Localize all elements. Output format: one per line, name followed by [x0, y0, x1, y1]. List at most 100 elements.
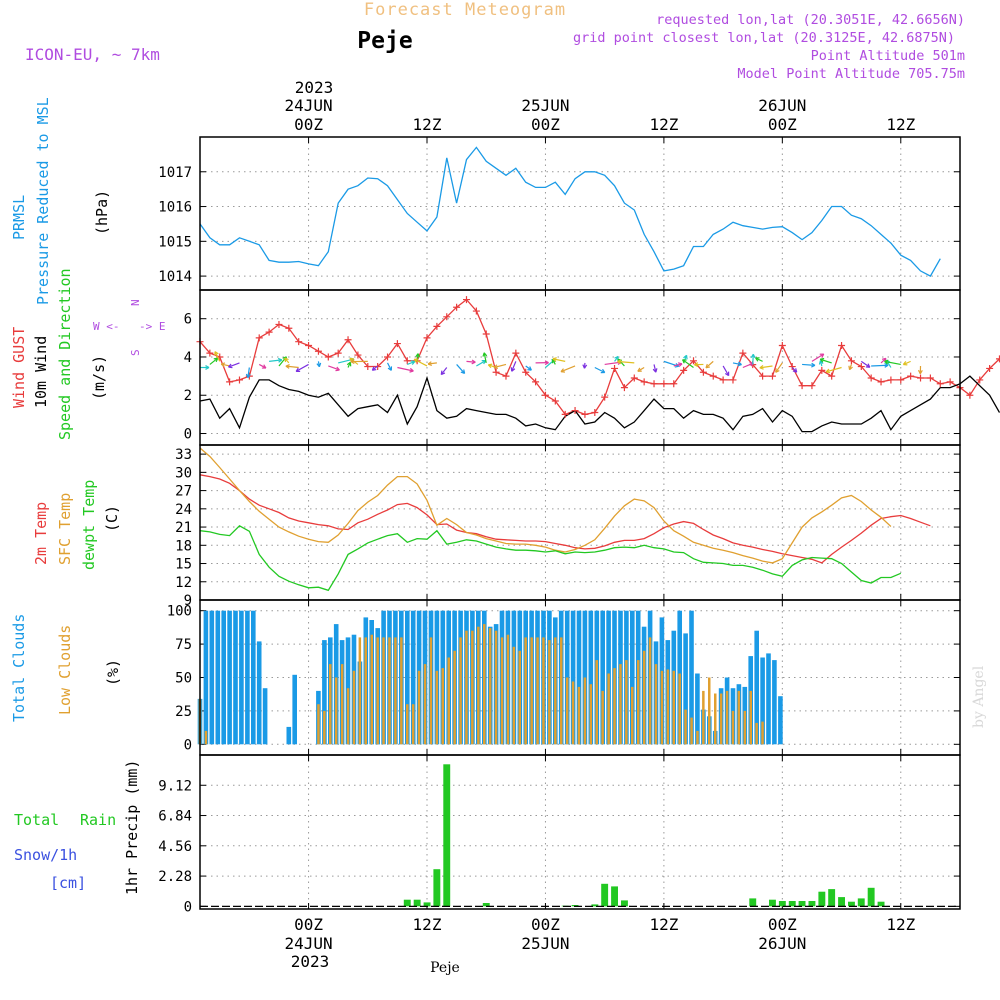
rain-bar [621, 900, 628, 907]
wind-arrow-head [819, 353, 825, 358]
wind-arrow-head [460, 369, 466, 375]
precip-snow-label: Snow/1h [14, 846, 77, 864]
y-tick-label: 6 [184, 312, 192, 328]
wind-unit: (m/s) [90, 355, 108, 400]
low-cloud-bar [725, 690, 729, 745]
low-cloud-bar [441, 668, 444, 745]
panel-frame [199, 136, 961, 291]
total-cloud-bar [778, 696, 783, 745]
clouds-panel: 0 25 50 75 100 [167, 599, 961, 756]
low-cloud-bar [506, 634, 510, 745]
gust-marker [966, 391, 974, 399]
wind-direction-arrow [811, 353, 825, 362]
low-cloud-bar [749, 690, 752, 745]
gust-marker [670, 380, 678, 388]
total-cloud-bar [203, 610, 209, 745]
location-title: Peje [357, 28, 412, 54]
low-cloud-bar [524, 637, 527, 745]
gust-marker [265, 328, 273, 336]
wind-labels: Wind GUST 10m Wind Speed and Direction (… [10, 268, 166, 440]
wind-arrow-head [560, 368, 566, 373]
wind-arrow-head [637, 367, 642, 372]
wind-direction-arrow [428, 362, 437, 365]
low-cloud-bar [465, 630, 468, 745]
low-cloud-bar [329, 664, 332, 745]
precip-labels: Total Rain Snow/1h [cm] 1hr Precip (mm) [14, 760, 141, 895]
low-cloud-bar [731, 710, 735, 745]
wind-direction-arrow [413, 358, 428, 367]
wind-arrow-head [848, 365, 853, 371]
y-tick-label: 2.28 [158, 869, 192, 885]
wind-arrow-head [902, 361, 908, 366]
top-time-label: 12Z [649, 115, 678, 134]
y-tick-label: 4 [184, 350, 192, 366]
wind-arrow-head [284, 357, 289, 363]
total-cloud-bar [256, 641, 262, 745]
wind-arrow-head [335, 366, 340, 372]
wind-arrow-head [214, 351, 219, 356]
wind-direction-arrow [775, 362, 783, 373]
temperature-panel: 9 12 15 18 21 24 27 30 33 [175, 444, 961, 609]
wind-arrow-head [677, 362, 683, 367]
wind-arrow-head [295, 367, 301, 372]
series-line-sfc-temp [199, 447, 892, 564]
gust-marker [255, 334, 263, 342]
compass-n: N [129, 299, 142, 306]
bottom-time-label: 12Z [886, 915, 915, 934]
rain-bar [867, 887, 875, 907]
wind-arrow-head [285, 364, 290, 369]
gust-marker [690, 357, 698, 365]
total-cloud-bar [576, 610, 582, 745]
gust-marker [995, 355, 1000, 363]
wind-arrow-head [245, 373, 251, 379]
low-cloud-bar [548, 640, 551, 745]
y-tick-label: 9.12 [158, 778, 192, 794]
rain-bar [601, 883, 609, 907]
rain-bar [818, 891, 826, 907]
rain-bar [749, 898, 757, 907]
rain-bar [443, 764, 451, 907]
gust-marker [857, 363, 865, 371]
gust-marker [354, 351, 362, 359]
series-line-2m-temp [199, 474, 931, 564]
top-time-label: 00Z [294, 115, 323, 134]
rain-bar [798, 901, 806, 907]
gust-marker [936, 380, 944, 388]
footer-location: Peje [430, 960, 460, 976]
gust-marker [532, 378, 540, 386]
low-cloud-bar [743, 710, 747, 745]
wind-direction-arrow [328, 365, 340, 371]
low-cloud-bar [666, 669, 670, 745]
low-cloud-bar [447, 657, 450, 745]
y-tick-label: 6.84 [158, 809, 192, 825]
panel-frame [199, 754, 961, 910]
y-tick-label: 25 [175, 704, 192, 720]
wind-direction-arrow [673, 363, 683, 367]
wind-arrow-head [410, 360, 416, 365]
wind-arrow-head [724, 371, 730, 377]
wind-direction-arrow [903, 360, 911, 366]
gust-marker [393, 340, 401, 348]
low-cloud-bar [755, 722, 758, 745]
y-tick-label: 1015 [158, 234, 192, 250]
low-cloud-bar [690, 717, 693, 745]
gust-marker [798, 382, 806, 390]
bottom-time-label: 00Z [294, 915, 323, 934]
top-time-label: 00Z [531, 115, 560, 134]
gust-marker [729, 376, 737, 384]
wind-arrow-head [413, 358, 419, 363]
precip-unit: 1hr Precip (mm) [123, 760, 141, 895]
low-cloud-bar [625, 660, 628, 745]
wind-arrow-head [792, 368, 798, 373]
low-cloud-bar [536, 637, 539, 745]
gust-marker [561, 410, 569, 418]
total-cloud-bar [251, 610, 256, 745]
gust-marker [897, 376, 905, 384]
gust-marker [699, 368, 707, 376]
low-cloud-bar [471, 630, 474, 745]
wind-arrow-head [544, 360, 549, 366]
total-clouds-label: Total Clouds [10, 614, 28, 722]
temp-dewpt-label: dewpt Temp [80, 480, 98, 570]
bottom-date-label: 26JUN [758, 934, 806, 953]
low-cloud-bar [483, 624, 486, 745]
